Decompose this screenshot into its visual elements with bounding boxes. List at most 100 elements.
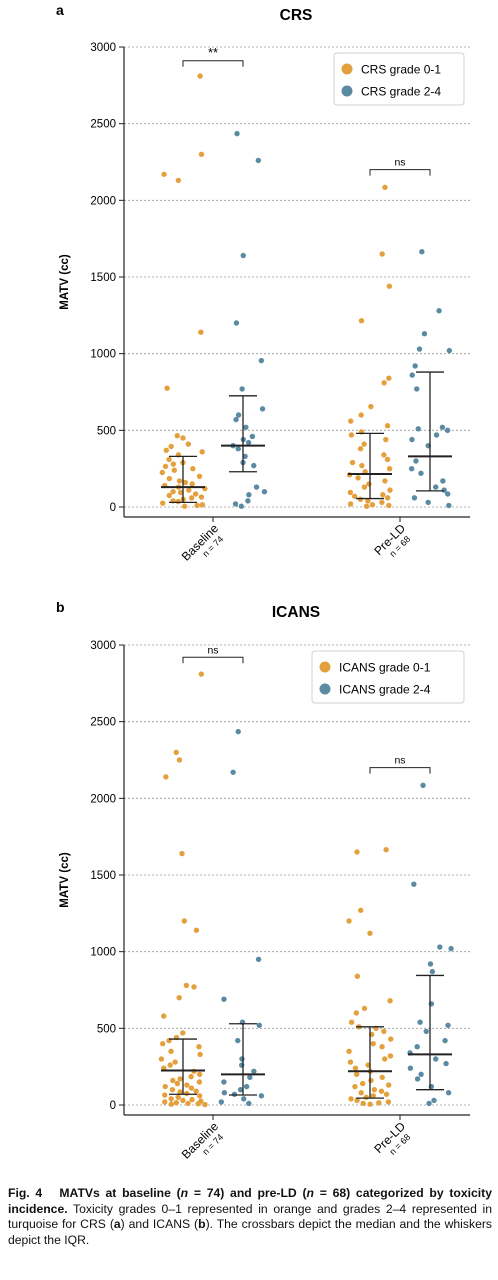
data-point [168,1101,175,1107]
significance-label: ns [394,157,405,169]
data-point [169,1086,176,1093]
data-point [418,1071,424,1078]
data-point [348,432,355,438]
data-point [177,489,184,496]
y-tick-label: 3000 [90,640,116,652]
data-point [346,1048,352,1055]
data-point [414,1076,421,1082]
data-point [199,502,206,508]
data-point [162,463,169,470]
chart-panel-b: b ICANS 0 500 1000 1500 2000 2500 3000 MATV (cc) B… [56,599,470,1162]
data-point [407,1065,414,1071]
data-point [232,501,239,507]
data-point [238,503,245,509]
data-point [387,1053,394,1059]
y-tick-label: 0 [110,502,116,514]
data-point [188,1085,195,1091]
data-point [433,1056,439,1062]
data-point [381,380,387,386]
y-tick-label: 2500 [90,119,116,131]
data-point [359,1080,366,1087]
data-point [378,1088,385,1094]
data-point [358,412,364,418]
data-point [164,385,170,391]
data-point [221,1090,228,1096]
data-point [420,782,426,788]
data-point [419,249,425,255]
caption-fig-label: Fig. 4 [8,1186,43,1200]
data-point [353,1010,360,1016]
y-tick-label: 1000 [90,947,116,959]
data-point [348,1096,354,1102]
data-point [197,73,203,79]
data-point [361,441,367,447]
x-tick-label-group: Pre-LDn = 68 [371,1119,412,1157]
data-point [235,446,241,452]
y-tick-label: 500 [97,1023,116,1035]
data-point [189,1096,195,1103]
data-point [429,968,436,975]
data-point [180,1030,186,1036]
data-point [370,1040,376,1047]
significance-bracket [182,656,244,664]
data-point [197,1051,203,1058]
data-point [433,432,440,438]
legend-marker-orange [341,63,353,75]
data-point [363,503,370,509]
data-point [170,488,176,495]
data-point [176,994,182,1001]
data-point [160,500,166,506]
data-point [346,918,352,924]
data-point [368,403,374,410]
data-point [366,481,372,487]
data-point [357,446,364,452]
data-point [446,347,453,354]
panel-label: b [56,599,65,615]
legend-label: ICANS grade 0-1 [339,661,431,675]
data-point [408,465,415,472]
data-point [443,1060,449,1067]
data-point [363,1094,369,1101]
data-point [173,1100,180,1106]
data-point [368,1077,374,1084]
data-point [446,502,452,509]
data-point [233,320,240,326]
data-point [360,1100,366,1107]
data-point [354,849,360,855]
caption-text: Toxicity grades 0–1 represented in orang… [8,1201,493,1247]
data-point [425,499,431,506]
data-point [436,308,442,314]
series-group-orange [158,671,208,1108]
data-point [239,1056,245,1062]
data-point [235,728,241,735]
data-point [176,478,183,484]
y-tick-label: 2000 [90,195,116,207]
data-point [251,462,257,469]
data-point [181,918,188,924]
series-group-teal [218,728,265,1107]
data-point [243,424,249,430]
y-tick-label: 1500 [90,272,116,284]
data-point [255,157,262,164]
data-point [352,1065,359,1071]
significance-label: ns [394,755,405,767]
data-point [194,502,200,509]
data-point [352,1083,358,1090]
data-point [161,171,167,177]
data-point [170,1077,176,1084]
data-point [365,498,371,504]
chart-panel-a: a CRS 0 500 1000 1500 2000 2500 3000 MATV (cc) Bas… [56,2,470,564]
data-point [427,961,434,967]
data-point [379,1044,385,1050]
data-point [180,435,186,441]
data-point [241,1096,247,1102]
significance-bracket [369,169,431,176]
data-point [249,433,256,440]
data-point [358,1090,364,1096]
data-point [414,386,420,392]
data-point [174,433,180,439]
data-point [253,484,260,490]
data-point [218,1099,225,1105]
data-point [166,492,172,499]
data-point [357,496,364,503]
